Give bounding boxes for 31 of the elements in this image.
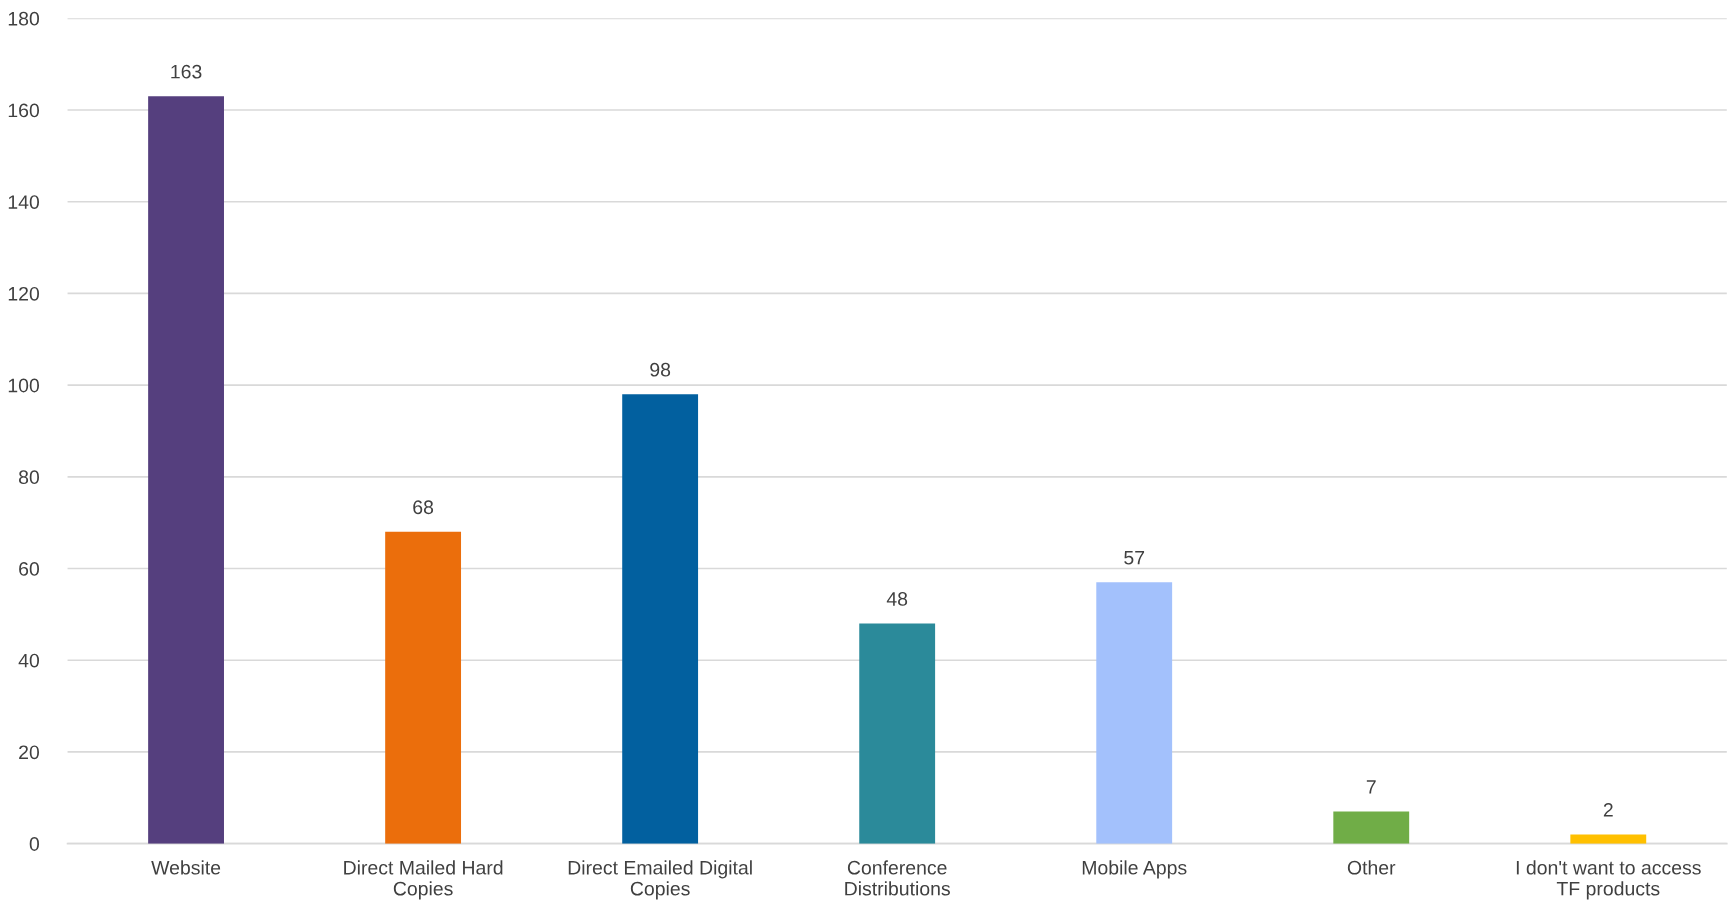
x-tick-label: Conference Distributions bbox=[845, 860, 950, 896]
y-tick-label: 180 bbox=[8, 11, 40, 26]
y-tick-label: 120 bbox=[8, 286, 40, 301]
bar bbox=[385, 531, 462, 844]
data-label: 2 bbox=[1603, 802, 1613, 817]
y-tick-label: 40 bbox=[18, 653, 40, 668]
data-label: 163 bbox=[171, 64, 202, 79]
bar bbox=[1096, 582, 1173, 844]
x-tick-label: Website bbox=[151, 860, 221, 875]
y-tick-label: 20 bbox=[19, 745, 40, 760]
data-label: 98 bbox=[650, 362, 671, 377]
bar bbox=[1570, 834, 1647, 844]
data-label: 7 bbox=[1366, 780, 1376, 794]
bar bbox=[148, 96, 224, 844]
x-tick-label: Direct Emailed Digital Copies bbox=[568, 860, 752, 900]
y-tick-label: 160 bbox=[8, 103, 40, 118]
y-tick-label: 80 bbox=[18, 470, 40, 485]
data-label: 57 bbox=[1124, 550, 1145, 565]
bar bbox=[622, 394, 699, 844]
bar bbox=[1333, 811, 1410, 844]
x-tick-label: Mobile Apps bbox=[1082, 860, 1187, 879]
x-tick-label: I don't want to access TF products bbox=[1516, 860, 1701, 900]
y-tick-label: 140 bbox=[8, 195, 40, 209]
y-tick-label: 100 bbox=[8, 378, 40, 393]
bar bbox=[859, 623, 936, 844]
y-tick-label: 60 bbox=[19, 562, 40, 576]
x-tick-label: Other bbox=[1347, 860, 1396, 875]
x-tick-label: Direct Mailed Hard Copies bbox=[344, 860, 503, 900]
data-label: 68 bbox=[413, 500, 434, 515]
data-label: 48 bbox=[886, 592, 908, 606]
y-tick-label: 0 bbox=[29, 837, 40, 851]
